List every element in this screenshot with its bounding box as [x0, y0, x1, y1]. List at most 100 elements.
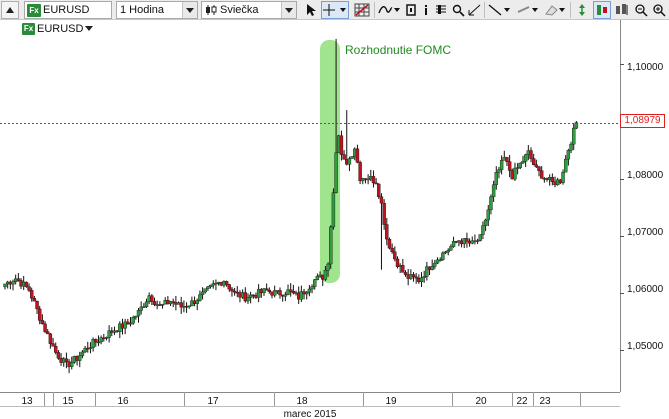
forex-badge-icon: Fx [27, 3, 41, 17]
candle [465, 232, 469, 248]
timeframe-select[interactable]: 1 Hodina [116, 1, 198, 19]
trendline-icon [488, 4, 510, 16]
bear-candle-body [56, 352, 61, 359]
bull-candle-body [262, 288, 266, 294]
bull-candle-body [569, 143, 573, 151]
candle [16, 273, 21, 282]
bear-candle-body [38, 308, 42, 321]
candle [331, 188, 336, 230]
candle [184, 302, 189, 313]
bear-candle-body [179, 302, 183, 308]
candle [214, 279, 218, 291]
candle [422, 270, 426, 283]
shift-button[interactable] [613, 1, 631, 19]
candle [523, 153, 528, 168]
candle [248, 291, 253, 304]
indicators-button[interactable] [377, 1, 401, 19]
bear-candle-body [232, 290, 237, 293]
autoscroll-button[interactable] [593, 1, 611, 19]
bull-candle-body [256, 289, 261, 298]
bear-candle-body [40, 320, 45, 325]
y-axis-panel [620, 20, 669, 392]
candle [70, 356, 74, 370]
bull-candle-body [425, 266, 429, 277]
zoom-in-button[interactable] [651, 1, 667, 19]
bull-candle-body [134, 315, 138, 318]
bull-candle-body [515, 167, 520, 169]
shape-tool-button[interactable] [516, 1, 540, 19]
candle [198, 290, 202, 302]
zoom-out-button[interactable] [633, 1, 649, 19]
candle [550, 173, 555, 186]
candle [150, 294, 154, 306]
candle [326, 262, 330, 277]
bull-candle-body [449, 246, 453, 251]
candle [387, 237, 392, 250]
bull-candle-body [307, 288, 312, 293]
candle [232, 287, 237, 296]
candle [262, 287, 266, 296]
move-tool-button[interactable] [573, 1, 591, 19]
collapse-up-button[interactable] [1, 1, 19, 19]
bull-candle-body [435, 259, 440, 264]
candle [382, 199, 386, 230]
objects-button[interactable] [433, 1, 449, 19]
bear-candle-body [539, 170, 544, 179]
x-axis-tick: 18 [296, 396, 308, 407]
candle [481, 221, 485, 240]
bull-candle-body [131, 317, 135, 324]
candle [518, 162, 523, 170]
zoom-in-icon [653, 4, 666, 17]
bull-candle-body [203, 288, 207, 293]
bear-candle-body [537, 166, 541, 171]
y-axis-tick: 1,07000 [627, 227, 664, 238]
bear-candle-body [150, 295, 154, 302]
bull-candle-body [315, 275, 320, 280]
bull-candle-body [470, 240, 474, 244]
candle [160, 303, 165, 309]
cursor-tool-button[interactable] [303, 1, 319, 19]
bull-candle-body [128, 322, 133, 325]
candle [366, 174, 370, 185]
candle [489, 194, 493, 215]
eraser-tool-button[interactable] [543, 1, 567, 19]
candle [425, 261, 429, 281]
bear-candle-body [342, 154, 346, 160]
chart-type-select[interactable]: Sviečka [201, 1, 297, 19]
bull-candle-body [489, 196, 493, 211]
candle [515, 163, 520, 175]
zoom-button[interactable] [451, 1, 466, 19]
bull-candle-body [419, 277, 424, 283]
bear-candle-body [390, 247, 394, 253]
chevron-down-icon [281, 2, 296, 18]
symbol-select[interactable]: Fx EURUSD [24, 1, 112, 19]
bull-candle-body [513, 167, 517, 180]
chart-symbol-label[interactable]: Fx EURUSD [22, 22, 94, 36]
candle [451, 236, 456, 248]
candle [470, 236, 474, 245]
bull-candle-body [564, 158, 568, 173]
settings-button[interactable] [404, 1, 417, 19]
candle [574, 121, 579, 130]
measure-button[interactable] [467, 1, 482, 19]
candle [230, 286, 234, 297]
candle [350, 156, 354, 159]
candle [78, 351, 82, 368]
candle [83, 345, 87, 354]
line-tool-button[interactable] [487, 1, 513, 19]
candle [342, 150, 346, 160]
info-button[interactable] [420, 1, 432, 19]
bear-candle-body [387, 238, 392, 249]
bull-candle-body [481, 225, 485, 235]
bull-candle-body [3, 283, 7, 288]
bull-candle-body [286, 289, 290, 295]
candle [572, 123, 576, 151]
candle [521, 155, 525, 164]
candle [288, 283, 293, 297]
crosshair-tool-button[interactable] [321, 1, 349, 19]
bear-candle-body [264, 288, 269, 291]
crosshair-icon [323, 4, 346, 16]
grid-toggle-button[interactable] [352, 1, 372, 19]
bull-candle-body [329, 226, 333, 265]
